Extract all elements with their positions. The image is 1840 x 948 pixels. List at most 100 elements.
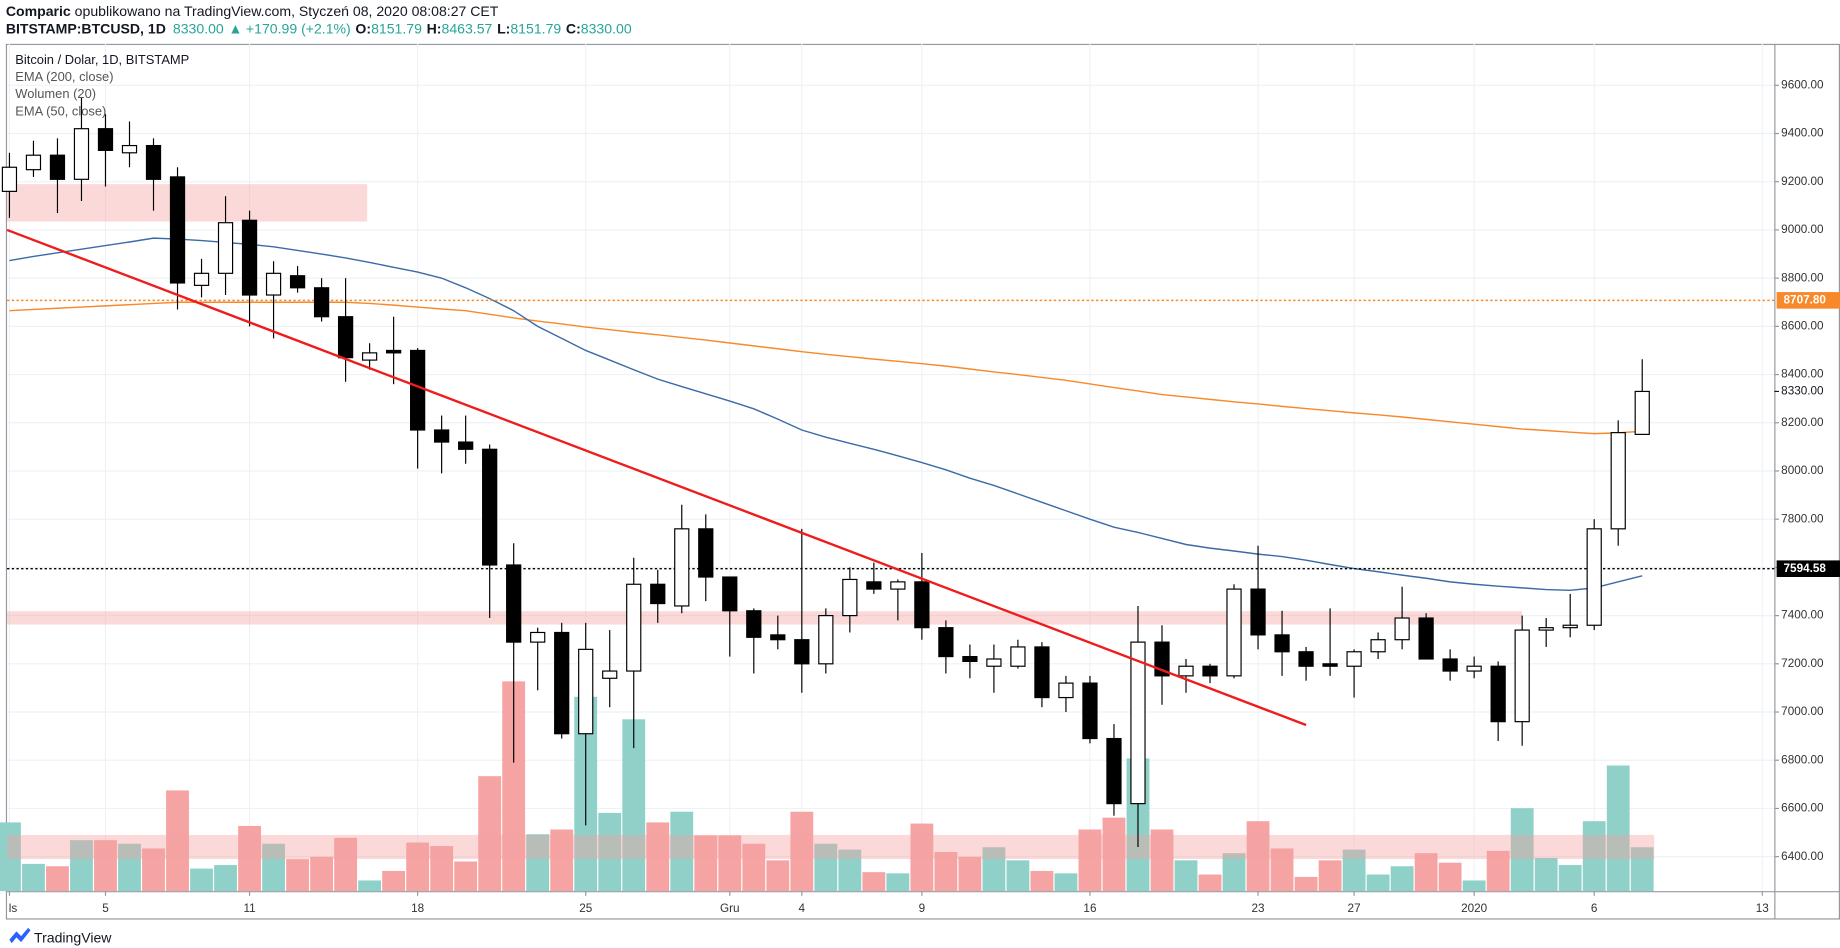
x-tick-label: 6 <box>1591 902 1598 915</box>
candle-body <box>1562 624 1578 629</box>
trend-line <box>6 228 1307 727</box>
y-tick-label: 6400.00 <box>1781 850 1824 863</box>
volume-bar <box>670 811 694 892</box>
candle-body <box>1538 627 1554 631</box>
x-tick-label: 25 <box>579 902 592 915</box>
logo: TradingView <box>9 927 112 945</box>
candle-body <box>986 658 1002 667</box>
ohlc-value: 8330.00 <box>581 20 632 36</box>
candle-body <box>434 429 450 443</box>
candle-body <box>482 448 498 566</box>
candle-body <box>145 144 162 180</box>
zone <box>7 611 1523 625</box>
volume-bar <box>382 870 406 892</box>
y-tick-label: 9600.00 <box>1781 78 1824 91</box>
candle-body <box>938 627 954 658</box>
ohlc-value: 8151.79 <box>371 20 422 36</box>
candle-body <box>1634 390 1650 435</box>
symbol: BITSTAMP:BTCUSD, 1D <box>6 20 166 36</box>
published: opublikowano na TradingView.com, Styczeń… <box>71 3 499 19</box>
volume-bar <box>1318 860 1342 892</box>
candle-body <box>1586 528 1602 626</box>
candle-body <box>770 634 786 641</box>
volume-bar <box>1486 850 1510 892</box>
candle-body <box>1490 665 1506 723</box>
volume-bar <box>262 843 285 892</box>
volume-bar <box>742 843 766 892</box>
brand: TradingView <box>34 929 112 945</box>
candle-body <box>458 441 474 450</box>
candle-body <box>698 528 714 578</box>
x-tick-label: 4 <box>799 902 806 915</box>
volume-bar <box>1078 829 1102 892</box>
y-tick-label: 9200.00 <box>1781 175 1824 188</box>
candle-body <box>49 154 66 180</box>
volume-bar <box>310 856 334 892</box>
candle-body <box>1346 651 1362 667</box>
volume-bar <box>214 865 237 892</box>
candle-body <box>1298 651 1314 667</box>
ema-line <box>9 237 1643 592</box>
candle-body <box>1418 617 1434 660</box>
candle-body <box>818 615 834 665</box>
volume-bar <box>1270 848 1294 892</box>
volume-bar <box>1294 876 1318 892</box>
candle-body <box>1370 639 1386 653</box>
volume-bar <box>1246 821 1270 892</box>
last: 8330.00 <box>173 20 224 36</box>
legend-entry: EMA (200, close) <box>15 69 113 84</box>
candle-body <box>914 581 930 629</box>
candle-body <box>410 349 426 431</box>
candle-body <box>578 648 594 735</box>
candle-body <box>1514 629 1530 723</box>
volume-bar <box>694 835 718 892</box>
y-tick-label: 9400.00 <box>1781 127 1824 140</box>
zone <box>7 184 368 222</box>
volume-bar <box>1366 874 1390 892</box>
volume-bar <box>142 848 165 892</box>
volume-bar <box>94 840 117 892</box>
ohlc-value: 8463.57 <box>442 20 493 36</box>
candle-body <box>361 352 378 361</box>
volume-bar <box>790 811 814 892</box>
volume-bar <box>838 849 862 892</box>
x-tick-label: 23 <box>1252 902 1265 915</box>
y-tick-label: 6600.00 <box>1781 802 1824 815</box>
x-tick-label: 11 <box>243 902 255 915</box>
candle-body <box>25 154 42 171</box>
legend-title: Bitcoin / Dolar, 1D, BITSTAMP <box>15 52 189 67</box>
candle-body <box>1322 663 1338 667</box>
legend-entry: Wolumen (20) <box>15 86 96 101</box>
candle-body <box>1058 682 1074 699</box>
candle-body <box>1250 588 1266 636</box>
candle-body <box>1010 646 1026 667</box>
x-tick-label: 13 <box>1756 902 1769 915</box>
candle-body <box>265 272 282 296</box>
volume-bar <box>1198 874 1222 892</box>
volume-bar <box>1510 808 1534 892</box>
y-tick-label: 9000.00 <box>1781 223 1824 236</box>
volume-bar <box>1582 821 1606 892</box>
volume-bar <box>1558 865 1582 892</box>
volume-bar <box>1222 853 1246 892</box>
candle-body <box>169 176 186 284</box>
volume-bar <box>478 776 502 892</box>
x-tick-label: ls <box>9 902 18 915</box>
ohlc-label: O: <box>355 20 371 36</box>
volume-bar <box>934 852 958 892</box>
volume-bar <box>526 834 550 892</box>
header-line-2: BITSTAMP:BTCUSD, 1D 8330.00 ▲ +170.99 (+2.1… <box>6 20 632 36</box>
x-tick-label: 2020 <box>1461 902 1488 915</box>
price-label-box <box>1776 292 1840 309</box>
candle-body <box>1202 665 1218 677</box>
candle-body <box>530 631 546 643</box>
volume-bar <box>454 861 478 892</box>
x-tick-label: 9 <box>919 902 926 915</box>
candle-body <box>217 222 234 274</box>
volume-bar <box>502 681 526 892</box>
y-tick-label: 7000.00 <box>1781 705 1824 718</box>
candle-body <box>73 128 90 180</box>
y-tick-label: 8800.00 <box>1781 271 1824 284</box>
legend-entry: EMA (50, close) <box>15 103 106 118</box>
